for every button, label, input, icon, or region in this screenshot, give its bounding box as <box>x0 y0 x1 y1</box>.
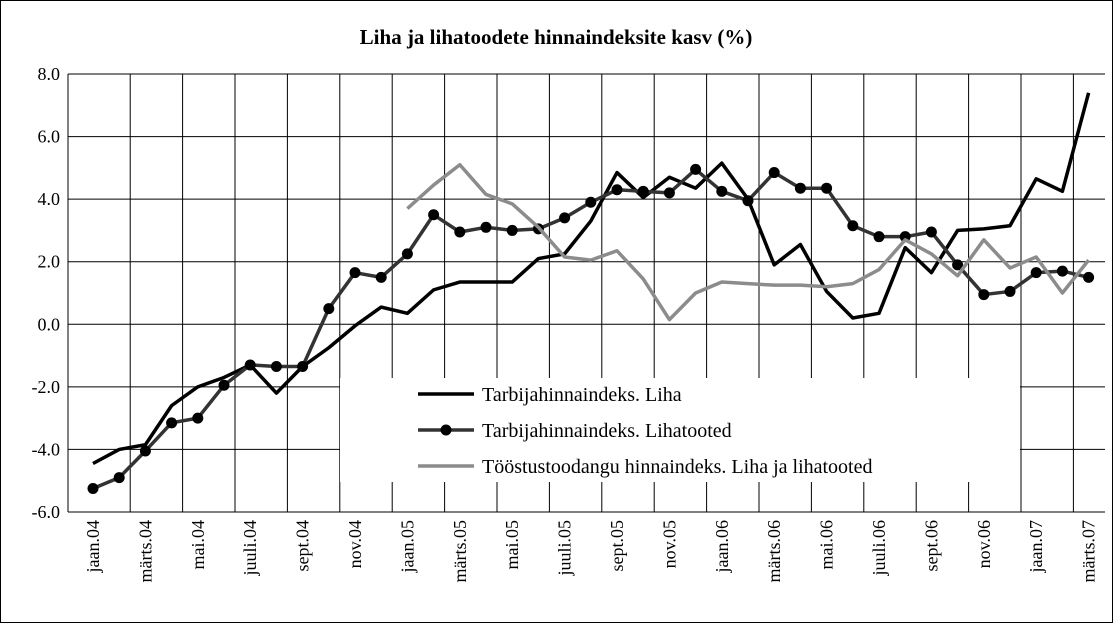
x-tick-label: märts.04 <box>135 520 155 583</box>
x-tick-label: nov.05 <box>659 520 679 568</box>
legend-marker <box>440 424 452 436</box>
series-marker <box>794 182 806 194</box>
x-tick-label: mai.06 <box>817 520 837 570</box>
y-tick-label: 8.0 <box>38 64 61 84</box>
x-tick-label: jaan.04 <box>83 520 103 573</box>
series-marker <box>323 303 335 315</box>
series-marker <box>375 271 387 283</box>
y-tick-label: 2.0 <box>38 252 61 272</box>
x-tick-label: nov.04 <box>345 520 365 568</box>
series-marker <box>821 182 833 194</box>
y-tick-label: 0.0 <box>38 314 61 334</box>
series-marker <box>166 417 178 429</box>
series-marker <box>559 212 571 224</box>
x-tick-label: juuli.05 <box>555 520 575 577</box>
series-marker <box>480 221 492 233</box>
x-tick-label: mai.04 <box>188 520 208 570</box>
series-marker <box>428 209 440 221</box>
x-tick-label: sept.04 <box>293 520 313 572</box>
series-marker <box>1056 265 1068 277</box>
series-marker <box>611 184 623 196</box>
series-marker <box>925 226 937 238</box>
series-marker <box>401 248 413 260</box>
series-marker <box>847 220 859 232</box>
series-marker <box>978 289 990 301</box>
series-marker <box>218 379 230 391</box>
x-tick-label: märts.05 <box>450 520 470 583</box>
series-marker <box>454 226 466 238</box>
series-marker <box>690 163 702 175</box>
series-marker <box>113 472 125 484</box>
series-marker <box>585 196 597 208</box>
y-tick-label: -4.0 <box>32 439 61 459</box>
x-tick-label: märts.06 <box>764 520 784 583</box>
series-marker <box>244 359 256 371</box>
series-marker <box>716 185 728 197</box>
x-tick-label: märts.07 <box>1079 520 1099 583</box>
series-marker <box>873 231 885 243</box>
x-tick-label: sept.05 <box>607 520 627 572</box>
x-tick-label: juuli.04 <box>240 520 260 577</box>
x-tick-label: sept.06 <box>921 520 941 572</box>
series-marker <box>270 361 282 373</box>
x-tick-label: jaan.07 <box>1026 520 1046 573</box>
legend-label: Tarbijahinnaindeks. Lihatooted <box>482 420 732 442</box>
series-marker <box>663 187 675 199</box>
x-tick-label: nov.06 <box>974 520 994 568</box>
series-line <box>92 92 1091 466</box>
series-marker <box>1083 271 1095 283</box>
series-marker <box>1004 285 1016 297</box>
series-marker <box>637 185 649 197</box>
series-marker <box>192 412 204 424</box>
series-marker <box>768 167 780 179</box>
series-line <box>406 162 1090 322</box>
x-tick-label: mai.05 <box>502 520 522 570</box>
series-marker <box>349 267 361 279</box>
y-tick-label: -2.0 <box>32 377 61 397</box>
x-tick-label: jaan.05 <box>397 520 417 573</box>
y-tick-label: -6.0 <box>32 502 61 522</box>
x-tick-label: jaan.06 <box>712 520 732 573</box>
series-marker <box>297 361 309 373</box>
legend-label: Tarbijahinnaindeks. Liha <box>482 384 682 406</box>
series-marker <box>1030 267 1042 279</box>
series-marker <box>952 259 964 271</box>
series-marker <box>139 445 151 457</box>
series-marker <box>87 483 99 495</box>
y-tick-label: 4.0 <box>38 189 61 209</box>
series-marker <box>742 195 754 207</box>
x-tick-label: juuli.06 <box>869 520 889 577</box>
series-marker <box>506 224 518 236</box>
y-tick-label: 6.0 <box>38 127 61 147</box>
legend-label: Tööstustoodangu hinnaindeks. Liha ja lih… <box>482 456 873 478</box>
chart-title: Liha ja lihatoodete hinnaindeksite kasv … <box>360 25 753 49</box>
